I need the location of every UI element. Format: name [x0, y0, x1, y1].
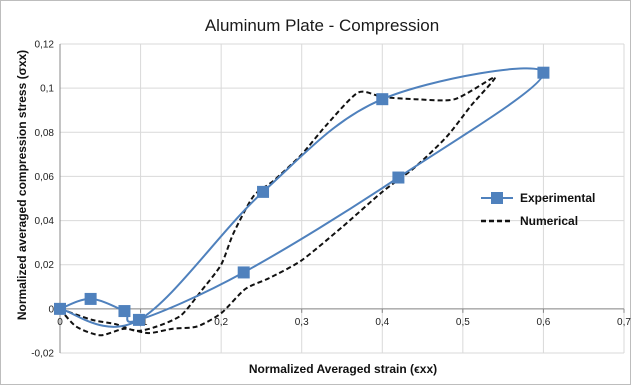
legend-experimental-marker: [491, 192, 503, 204]
x-tick-label: 0,2: [214, 317, 228, 328]
experimental-point: [392, 171, 405, 184]
x-tick-label: 0,7: [617, 317, 631, 328]
y-axis-label: Normalized averaged compression stress (…: [15, 50, 29, 320]
legend: Experimental Numerical: [481, 191, 595, 228]
x-tick-label: 0,4: [375, 317, 389, 328]
y-tick-label: 0,1: [40, 84, 54, 95]
experimental-point: [54, 302, 66, 315]
experimental-point: [84, 292, 97, 305]
y-tick-label: -0,02: [31, 349, 54, 360]
legend-numerical-label: Numerical: [520, 214, 578, 228]
y-tick-label: 0,02: [35, 260, 55, 271]
y-tick-label: 0,08: [35, 128, 55, 139]
x-tick-label: 0: [57, 317, 63, 328]
experimental-point: [537, 66, 550, 79]
series-group: [54, 66, 550, 337]
y-tick-label: 0: [48, 304, 54, 315]
x-tick-label: 0,3: [295, 317, 309, 328]
experimental-point: [118, 305, 131, 318]
experimental-point: [237, 266, 250, 279]
x-axis-label: Normalized Averaged strain (ϵxx): [249, 362, 437, 376]
numerical-series-line: [59, 76, 497, 337]
experimental-point: [257, 185, 270, 198]
y-tick-label: 0,12: [35, 40, 55, 51]
x-tick-label: 0,5: [456, 317, 470, 328]
y-tick-label: 0,06: [35, 172, 55, 183]
experimental-point: [376, 93, 389, 106]
legend-experimental-label: Experimental: [520, 191, 595, 205]
y-tick-label: 0,04: [35, 216, 55, 227]
experimental-point: [132, 313, 145, 326]
chart-title: Aluminum Plate - Compression: [205, 16, 439, 35]
x-tick-label: 0,6: [536, 317, 550, 328]
